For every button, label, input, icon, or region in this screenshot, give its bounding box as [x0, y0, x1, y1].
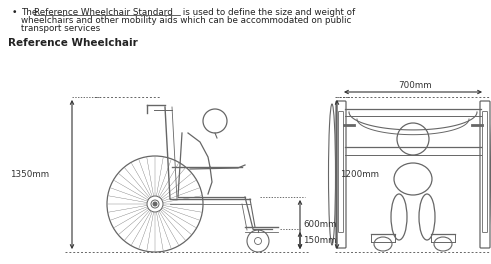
Text: 1200mm: 1200mm — [340, 170, 379, 179]
Text: Reference Wheelchair Standard: Reference Wheelchair Standard — [34, 8, 173, 17]
Text: 600mm: 600mm — [303, 220, 336, 229]
Text: 1350mm: 1350mm — [10, 170, 49, 179]
Text: transport services: transport services — [21, 24, 100, 33]
Text: The: The — [21, 8, 40, 17]
Text: is used to define the size and weight of: is used to define the size and weight of — [180, 8, 355, 17]
Text: 150mm: 150mm — [303, 236, 336, 245]
Text: wheelchairs and other mobility aids which can be accommodated on public: wheelchairs and other mobility aids whic… — [21, 16, 352, 25]
Text: Reference Wheelchair: Reference Wheelchair — [8, 38, 138, 48]
Text: •: • — [12, 8, 18, 17]
Text: 700mm: 700mm — [398, 82, 432, 91]
Circle shape — [153, 202, 157, 206]
